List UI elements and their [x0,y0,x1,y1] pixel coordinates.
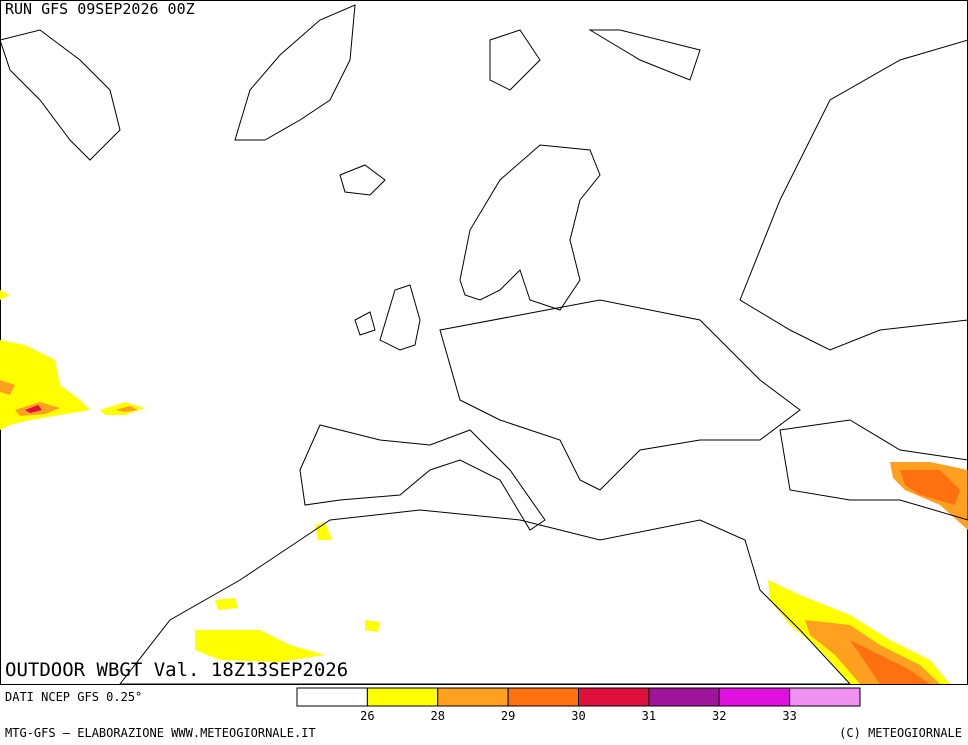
colorbar-segment [296,687,368,707]
colorbar: 26 28 29 30 31 32 33 [296,687,861,723]
source-label: DATI NCEP GFS 0.25° [5,690,142,704]
colorbar-tick-label: 28 [431,709,445,723]
run-label: RUN GFS 09SEP2026 00Z [5,0,195,18]
colorbar-segment [648,687,720,707]
shaded-areas [0,290,968,684]
colorbar-segment [366,687,439,707]
colorbar-tick-label: 29 [501,709,515,723]
copyright-label: (C) METEOGIORNALE [839,726,962,740]
colorbar-tick-label: 26 [360,709,374,723]
colorbar-tick-label: 32 [712,709,726,723]
credit-label: MTG-GFS — ELABORAZIONE WWW.METEOGIORNALE… [5,726,316,740]
map-title: OUTDOOR WBGT Val. 18Z13SEP2026 [5,659,348,681]
colorbar-segment [437,687,509,707]
colorbar-segment [507,687,579,707]
colorbar-tick-label: 33 [782,709,796,723]
map-frame [0,0,968,685]
colorbar-segment [578,687,650,707]
colorbar-tick-label: 30 [571,709,585,723]
coastlines [0,4,968,685]
colorbar-tick-label: 31 [642,709,656,723]
colorbar-segment [718,687,791,707]
colorbar-segment [789,687,861,707]
